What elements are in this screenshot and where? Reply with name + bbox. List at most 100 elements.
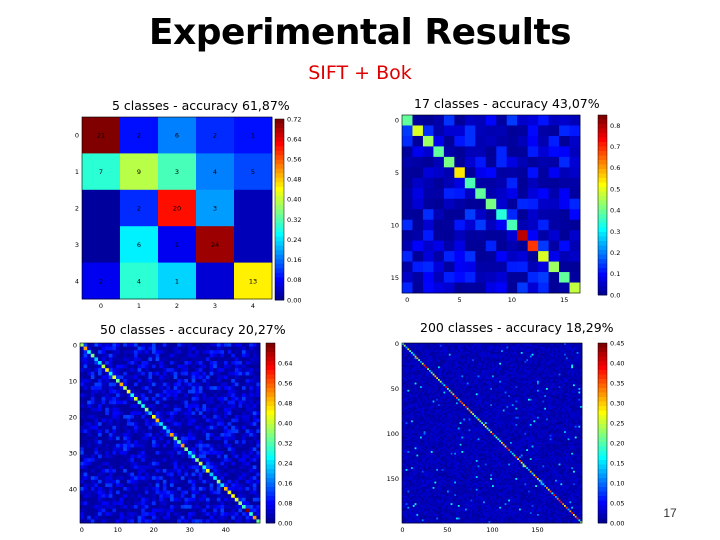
heatmap-cell <box>188 479 192 484</box>
heatmap-cell <box>438 343 441 346</box>
heatmap-cell <box>105 350 110 355</box>
heatmap-cell <box>242 515 246 520</box>
heatmap-cell <box>101 389 106 394</box>
heatmap-cell <box>495 375 498 378</box>
heatmap-cell <box>170 497 174 502</box>
colorbar-tick-label: 0.4 <box>610 207 620 215</box>
heatmap-cell <box>220 353 225 358</box>
heatmap-cell <box>252 393 257 398</box>
heatmap-cell <box>170 350 174 355</box>
heatmap-cell <box>198 472 203 477</box>
heatmap-cell <box>463 359 466 362</box>
heatmap-cell <box>252 505 257 509</box>
heatmap-cell <box>470 343 473 346</box>
heatmap-cell <box>98 487 102 491</box>
heatmap-cell <box>191 353 196 358</box>
heatmap-cell <box>553 362 556 365</box>
heatmap-cell <box>403 368 406 371</box>
heatmap-cell <box>508 346 511 349</box>
heatmap-cell <box>155 361 160 365</box>
colorbar-segment <box>266 392 275 398</box>
heatmap-cell <box>209 353 214 358</box>
colorbar-tick-label: 0.24 <box>287 236 301 244</box>
heatmap-cell <box>216 415 221 419</box>
heatmap-cell <box>213 371 218 376</box>
heatmap-cell <box>195 397 200 401</box>
heatmap-cell <box>454 125 466 137</box>
heatmap-cell <box>209 458 214 463</box>
heatmap-cell <box>425 357 428 360</box>
heatmap-cell <box>547 352 550 355</box>
heatmap-cell <box>517 344 520 347</box>
heatmap-cell <box>538 361 541 364</box>
heatmap-cell <box>112 461 117 466</box>
heatmap-cell <box>420 373 423 376</box>
heatmap-cell <box>447 373 450 376</box>
heatmap-cell <box>83 400 88 405</box>
heatmap-cell <box>412 282 424 294</box>
heatmap-cell <box>430 344 433 347</box>
heatmap-cell <box>195 357 200 362</box>
heatmap-cell <box>173 368 178 373</box>
heatmap-cell <box>155 461 160 466</box>
heatmap-frame <box>79 342 261 524</box>
heatmap-cell <box>231 436 236 441</box>
heatmap-cell <box>488 362 491 365</box>
heatmap-cell <box>184 350 189 355</box>
heatmap-cell <box>416 368 419 371</box>
heatmap-cell <box>529 370 532 373</box>
heatmap-cell <box>112 407 117 412</box>
heatmap-cell <box>497 364 500 367</box>
heatmap-cell <box>188 443 192 448</box>
heatmap-cell <box>166 454 171 459</box>
heatmap-cell <box>466 348 469 351</box>
heatmap-cell <box>418 364 421 367</box>
heatmap-cell <box>202 472 207 477</box>
heatmap-cell <box>456 344 459 347</box>
heatmap-cell <box>144 512 149 517</box>
heatmap-cell <box>481 366 484 369</box>
heatmap-cell <box>450 366 453 369</box>
heatmap-cell <box>90 447 95 452</box>
heatmap-cell <box>492 348 495 351</box>
heatmap-cell <box>430 375 433 378</box>
heatmap-cell <box>510 344 513 347</box>
heatmap-cell <box>105 357 110 362</box>
heatmap-cell <box>474 377 477 380</box>
heatmap-cell <box>108 411 113 416</box>
heatmap-cell <box>231 371 236 376</box>
heatmap-cell <box>105 400 110 405</box>
heatmap-cell <box>119 497 124 502</box>
heatmap-cell <box>152 415 156 419</box>
heatmap-cell <box>454 375 457 378</box>
heatmap-cell <box>209 472 214 477</box>
heatmap-cell <box>159 447 164 452</box>
heatmap-cell <box>188 436 192 441</box>
heatmap-cell <box>162 411 167 416</box>
heatmap-cell <box>479 362 482 365</box>
heatmap-cell <box>559 135 570 147</box>
heatmap-cell <box>130 487 135 491</box>
heatmap-cell <box>180 382 185 387</box>
heatmap-cell <box>522 368 525 371</box>
heatmap-cell <box>184 458 189 463</box>
heatmap-cell <box>464 188 476 200</box>
heatmap-cell <box>94 371 99 376</box>
heatmap-cell <box>432 375 435 378</box>
heatmap-cell <box>472 362 475 365</box>
heatmap-cell <box>101 343 106 347</box>
heatmap-cell <box>238 494 243 499</box>
heatmap-cell <box>510 377 513 380</box>
heatmap-cell <box>170 389 174 394</box>
heatmap-cell <box>438 344 441 347</box>
heatmap-cell <box>481 352 484 355</box>
heatmap-cell <box>528 359 531 362</box>
heatmap-cell <box>238 508 243 513</box>
heatmap-cell <box>234 368 239 373</box>
heatmap-cell <box>483 366 486 369</box>
heatmap-cell <box>155 364 160 369</box>
heatmap-cell <box>533 346 536 349</box>
heatmap-cell <box>227 415 232 419</box>
heatmap-cell <box>98 436 102 441</box>
heatmap-cell <box>108 490 113 495</box>
